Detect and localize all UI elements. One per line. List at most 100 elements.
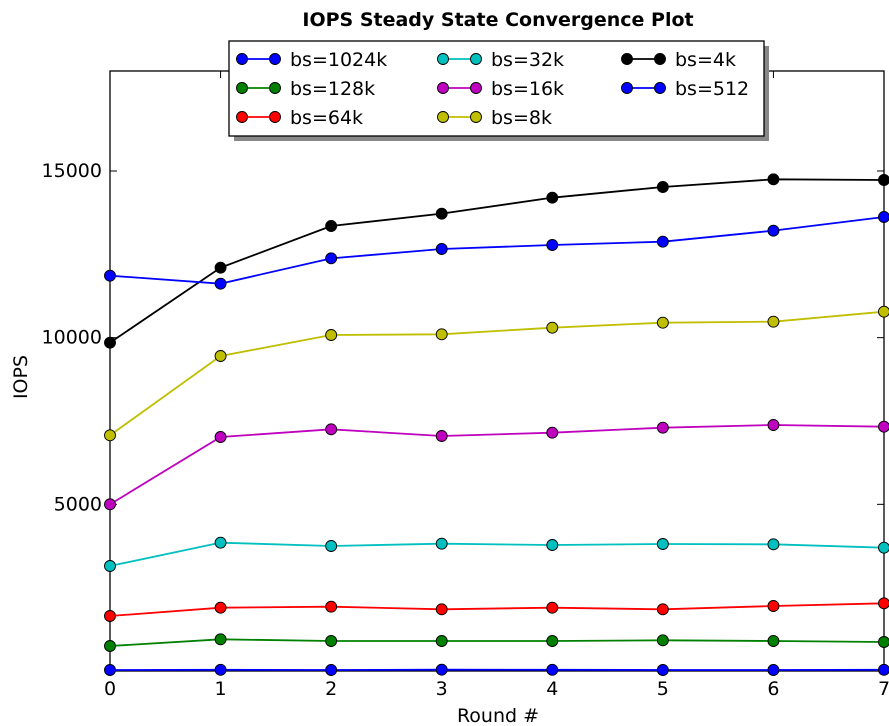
x-tick-label: 6 — [767, 678, 779, 700]
data-point — [656, 664, 669, 676]
data-point — [878, 541, 889, 554]
series-line — [109, 424, 885, 506]
data-point — [767, 419, 780, 431]
data-point — [878, 211, 889, 223]
series-bs-16k — [104, 419, 889, 511]
data-point — [767, 635, 780, 647]
data-point — [878, 636, 889, 648]
series-line — [109, 638, 885, 647]
data-point — [656, 603, 669, 616]
data-point — [325, 600, 338, 613]
data-point — [546, 321, 559, 334]
data-point — [214, 633, 227, 646]
x-axis-label: Round # — [457, 705, 539, 726]
chart-title: IOPS Steady State Convergence Plot — [302, 9, 693, 31]
legend-marker — [654, 82, 666, 94]
legend-label: bs=16k — [491, 78, 564, 100]
data-point — [214, 601, 227, 614]
series-line — [109, 541, 885, 567]
data-point — [104, 429, 116, 442]
data-point — [104, 664, 116, 676]
data-point — [325, 423, 338, 436]
legend-marker — [654, 53, 666, 65]
data-point — [435, 207, 448, 220]
series-line — [109, 178, 885, 344]
data-point — [214, 663, 227, 676]
data-point — [435, 537, 448, 550]
legend-item: bs=128k — [236, 78, 375, 100]
data-point — [214, 350, 227, 362]
x-tick-label: 7 — [878, 678, 889, 700]
legend-label: bs=4k — [675, 49, 736, 71]
legend-item: bs=4k — [621, 49, 736, 71]
data-point — [435, 430, 448, 442]
data-point — [435, 328, 448, 341]
data-point — [767, 173, 780, 186]
data-point — [325, 664, 338, 676]
data-point — [104, 560, 116, 572]
legend-marker — [236, 53, 248, 65]
y-tick-label: 10000 — [42, 327, 102, 349]
data-point — [104, 269, 116, 282]
data-point — [325, 220, 338, 232]
data-point — [104, 610, 116, 622]
data-point — [104, 640, 116, 652]
data-point — [656, 181, 669, 193]
data-point — [435, 635, 448, 647]
data-point — [325, 635, 338, 647]
data-point — [656, 421, 669, 434]
data-point — [656, 235, 669, 248]
data-point — [214, 277, 227, 290]
series-bs-32k — [104, 536, 889, 572]
legend-marker — [437, 111, 449, 123]
series-bs-512 — [104, 211, 889, 290]
legend-box — [228, 40, 765, 137]
series-bs-1024k — [104, 663, 889, 676]
data-point — [435, 603, 448, 616]
data-point — [546, 239, 559, 251]
series-bs-128k — [104, 633, 889, 652]
legend-marker — [621, 82, 633, 94]
data-point — [435, 663, 448, 676]
legend-item: bs=512 — [621, 78, 749, 100]
data-point — [104, 336, 116, 349]
data-point — [325, 540, 338, 552]
legend-marker — [470, 111, 482, 123]
data-point — [878, 174, 889, 186]
legend-marker — [437, 82, 449, 94]
legend-item: bs=32k — [437, 49, 564, 71]
data-point — [214, 536, 227, 549]
data-point — [767, 600, 780, 612]
y-axis-label: IOPS — [10, 355, 32, 399]
data-point — [546, 663, 559, 676]
series-line — [109, 216, 885, 285]
data-point — [767, 224, 780, 237]
data-point — [546, 635, 559, 647]
legend-label: bs=32k — [491, 49, 564, 71]
series-bs-64k — [104, 597, 889, 622]
legend-label: bs=8k — [491, 107, 552, 129]
legend-item: bs=16k — [437, 78, 564, 100]
y-tick-label: 15000 — [42, 160, 102, 182]
data-point — [325, 252, 338, 265]
legend: bs=1024k bs=128k bs=64k bs=32k bs=16k bs=8k bs… — [228, 40, 769, 141]
legend-item: bs=8k — [437, 107, 552, 129]
data-point — [325, 329, 338, 341]
legend-label: bs=512 — [675, 78, 749, 100]
y-tick-label: 5000 — [54, 493, 102, 515]
legend-item: bs=1024k — [236, 49, 387, 71]
legend-marker — [470, 82, 482, 94]
data-point — [546, 539, 559, 551]
data-point — [104, 498, 116, 511]
data-point — [214, 431, 227, 443]
data-point — [767, 664, 780, 676]
x-tick-label: 2 — [325, 678, 337, 700]
data-point — [878, 597, 889, 610]
legend-marker — [470, 53, 482, 65]
x-tick-label: 1 — [215, 678, 227, 700]
x-tick-label: 0 — [104, 678, 116, 700]
axes-frame — [109, 70, 885, 672]
data-point — [878, 420, 889, 433]
legend-label: bs=64k — [290, 107, 363, 129]
